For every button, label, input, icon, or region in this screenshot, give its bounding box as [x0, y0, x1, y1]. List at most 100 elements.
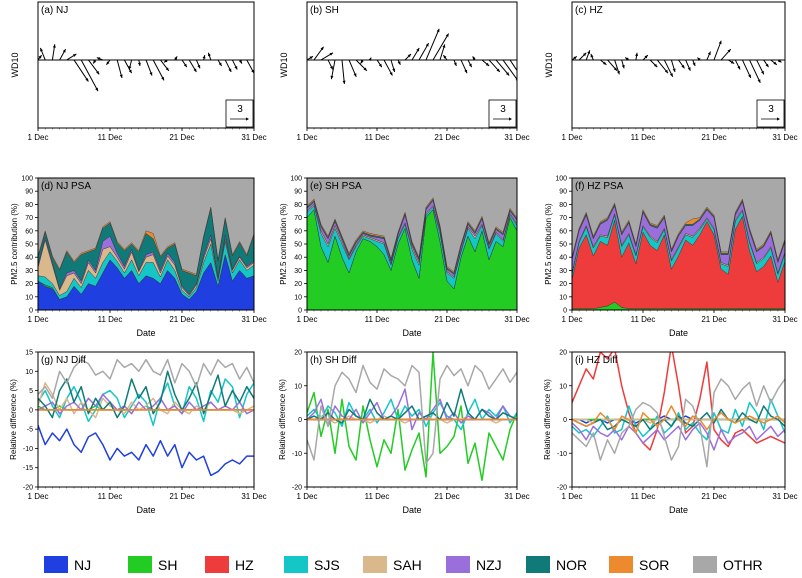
panel-6: 0 10 20 30 40 50 60 70 80 90 100 PM2.5 contribution…	[544, 176, 798, 339]
panel-1: 3 WD10 1 Dec 11 Dec 21 Dec 31 Dec (a) NJ	[10, 1, 267, 142]
x-tick-label: 11 Dec	[365, 133, 390, 142]
wind-vector	[656, 59, 669, 74]
x-tick-label: 21 Dec	[169, 315, 194, 324]
y-tick-label: -20	[557, 485, 567, 492]
y-axis-label: Relative difference (%)	[543, 379, 552, 460]
wind-vector	[145, 59, 153, 76]
wind-vector	[207, 52, 212, 61]
wind-vector	[368, 57, 372, 62]
wind-vector	[418, 42, 430, 61]
wind-vector	[404, 53, 412, 61]
wind-vector	[224, 59, 232, 73]
y-tick-label: 50	[25, 242, 33, 249]
reference-vector-box	[756, 99, 785, 128]
panel-title: (e) SH PSA	[310, 181, 362, 192]
y-tick-label: -10	[292, 451, 302, 458]
panel-9: 20 10 0 -10 -20 Relative difference (%) 1 Dec 1…	[543, 350, 798, 516]
legend-item-sor: SOR	[609, 556, 669, 573]
wind-vector	[341, 59, 346, 85]
y-tick-label: 0	[298, 308, 302, 315]
y-tick-label: 60	[294, 228, 302, 235]
y-tick-label: 10	[294, 383, 302, 390]
wind-vector	[307, 55, 314, 61]
wind-vector	[390, 59, 396, 73]
y-tick-label: 80	[25, 202, 33, 209]
wind-vector	[231, 59, 238, 70]
y-tick-label: 80	[294, 202, 302, 209]
y-tick-label: 100	[555, 176, 567, 183]
x-tick-label: 21 Dec	[701, 133, 726, 142]
y-tick-label: 50	[294, 242, 302, 249]
x-tick-label: 1 Dec	[297, 133, 318, 142]
legend-label: NJ	[74, 557, 91, 573]
y-axis-label: WD10	[10, 52, 20, 77]
line-hz	[572, 352, 785, 451]
wind-vector	[784, 59, 785, 60]
legend-label: SH	[158, 557, 177, 573]
line-sor	[572, 405, 785, 434]
x-axis-label: Date	[402, 328, 421, 338]
wind-vector	[96, 57, 103, 61]
x-tick-label: 21 Dec	[169, 492, 194, 501]
wind-vector	[713, 40, 722, 61]
line-sjs	[572, 398, 785, 441]
wind-vector	[670, 59, 676, 73]
y-tick-label: 70	[559, 215, 567, 222]
line-othr	[38, 358, 254, 400]
panel-title: (g) NJ Diff	[41, 355, 86, 366]
x-tick-label: 1 Dec	[297, 315, 318, 324]
x-tick-label: 11 Dec	[365, 315, 390, 324]
wind-vector	[453, 59, 457, 67]
x-tick-label: 11 Dec	[98, 315, 123, 324]
x-tick-label: 11 Dec	[98, 133, 123, 142]
wind-vector	[116, 59, 123, 79]
x-tick-label: 31 Dec	[504, 315, 529, 324]
legend-item-nzj: NZJ	[446, 556, 502, 573]
y-tick-label: -10	[23, 446, 33, 453]
x-tick-label: 21 Dec	[434, 315, 459, 324]
legend-swatch	[363, 556, 387, 573]
panel-3: 3 WD10 1 Dec 11 Dec 21 Dec 31 Dec (c) HZ	[544, 1, 798, 142]
wind-vector	[355, 59, 368, 72]
wind-vector	[246, 59, 254, 74]
y-tick-label: 20	[559, 350, 567, 357]
y-tick-label: 10	[25, 294, 33, 301]
x-tick-label: 31 Dec	[772, 133, 797, 142]
wind-vector	[692, 59, 696, 67]
legend-swatch	[609, 556, 633, 573]
x-tick-label: 21 Dec	[434, 133, 459, 142]
line-othr	[307, 364, 517, 465]
wind-vector	[439, 44, 446, 61]
wind-vector	[376, 59, 383, 68]
legend-item-hz: HZ	[205, 556, 254, 573]
wind-vector	[460, 59, 468, 74]
legend-swatch	[284, 556, 308, 573]
x-tick-label: 21 Dec	[434, 492, 459, 501]
wind-vector	[614, 59, 620, 75]
wind-vector	[330, 59, 336, 80]
wind-vector	[92, 59, 97, 64]
y-tick-label: 10	[25, 369, 33, 376]
panel-title: (c) HZ	[575, 5, 603, 16]
reference-vector-label: 3	[768, 104, 774, 115]
wind-vector	[383, 59, 393, 76]
y-tick-label: 30	[559, 268, 567, 275]
wind-vector	[66, 53, 77, 61]
panel-title: (h) SH Diff	[310, 355, 357, 366]
wind-vector	[585, 50, 591, 61]
y-tick-label: 0	[563, 308, 567, 315]
wind-vector	[442, 54, 448, 61]
legend-label: HZ	[235, 557, 254, 573]
wind-vector	[163, 59, 168, 63]
y-tick-label: 20	[294, 350, 302, 357]
panel-2: 3 WD10 1 Dec 11 Dec 21 Dec 31 Dec (b) SH	[279, 1, 530, 142]
wind-vector	[397, 59, 401, 65]
y-axis-label: Relative difference (%)	[278, 379, 287, 460]
panel-5: 0 10 20 30 40 50 60 70 80 90 100 PM2.5 contribution…	[279, 176, 530, 339]
wind-vector	[590, 53, 594, 61]
legend-swatch	[446, 556, 470, 573]
y-tick-label: 10	[559, 294, 567, 301]
x-tick-label: 21 Dec	[169, 133, 194, 142]
line-sh	[307, 352, 517, 482]
y-tick-label: -15	[23, 465, 33, 472]
